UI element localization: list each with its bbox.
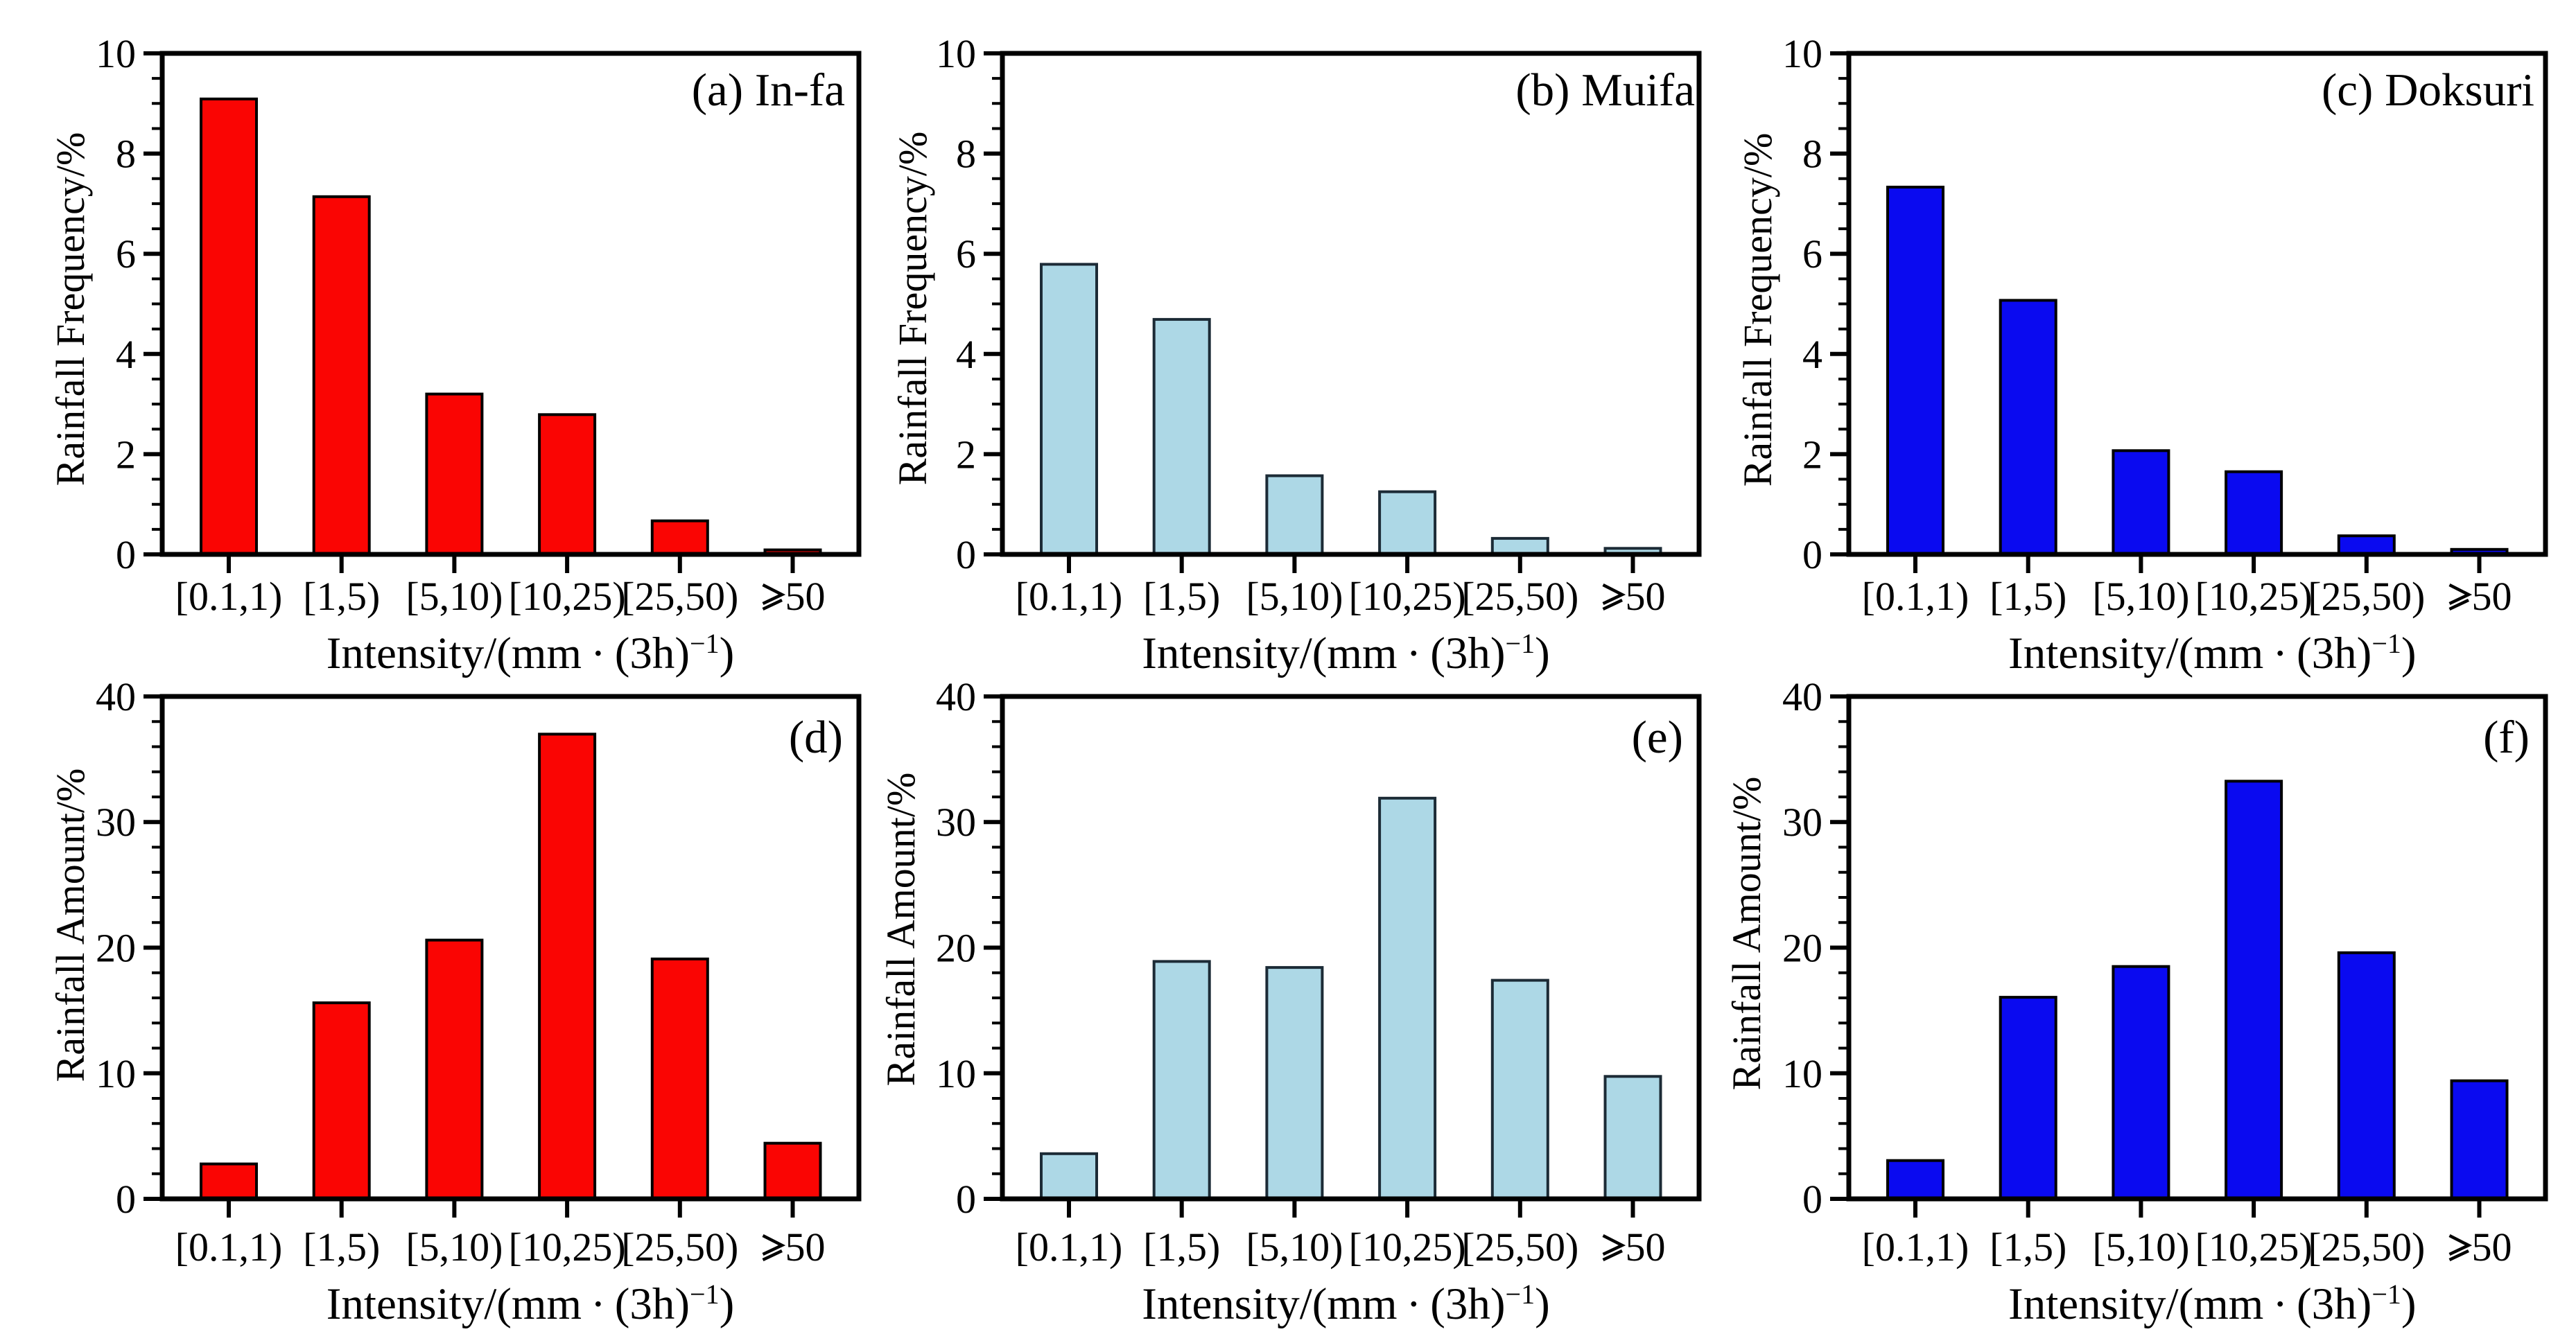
svg-text:[25,50): [25,50) [1461, 1224, 1578, 1270]
svg-text:50: 50 [1626, 1224, 1666, 1270]
svg-text:20: 20 [936, 926, 976, 971]
svg-text:0: 0 [956, 532, 976, 577]
svg-text:10: 10 [96, 31, 136, 76]
svg-text:Intensity/(mm · (3h)−1): Intensity/(mm · (3h)−1) [1142, 1279, 1549, 1329]
svg-text:6: 6 [956, 231, 976, 276]
svg-text:0: 0 [116, 1177, 136, 1222]
svg-text:0: 0 [956, 1177, 976, 1222]
svg-text:[25,50): [25,50) [621, 1224, 738, 1270]
svg-text:(d): (d) [789, 712, 843, 763]
svg-text:40: 40 [1782, 674, 1822, 719]
svg-text:(c) Doksuri: (c) Doksuri [2322, 64, 2534, 116]
svg-text:[5,10): [5,10) [1246, 1224, 1343, 1270]
svg-text:(e): (e) [1632, 712, 1683, 763]
svg-text:0: 0 [1802, 1177, 1822, 1222]
svg-text:[0.1,1): [0.1,1) [1862, 574, 1969, 619]
svg-text:Rainfall Amount/%: Rainfall Amount/% [878, 773, 923, 1087]
svg-text:[10,25): [10,25) [2195, 574, 2313, 619]
svg-text:10: 10 [1782, 31, 1822, 76]
svg-text:10: 10 [936, 1051, 976, 1096]
svg-text:[0.1,1): [0.1,1) [1016, 574, 1123, 619]
svg-text:40: 40 [96, 674, 136, 719]
svg-text:Rainfall Amount/%: Rainfall Amount/% [48, 769, 93, 1082]
svg-text:8: 8 [956, 132, 976, 177]
svg-text:[5,10): [5,10) [406, 1224, 503, 1270]
svg-text:[0.1,1): [0.1,1) [1016, 1224, 1123, 1270]
svg-text:[1,5): [1,5) [1143, 574, 1220, 619]
svg-text:(f): (f) [2483, 712, 2530, 763]
svg-text:Intensity/(mm · (3h)−1): Intensity/(mm · (3h)−1) [327, 628, 734, 678]
svg-text:[25,50): [25,50) [621, 574, 738, 619]
svg-text:Rainfall Frequency/%: Rainfall Frequency/% [48, 132, 93, 486]
svg-text:(b) Muifa: (b) Muifa [1515, 64, 1695, 116]
svg-text:[1,5): [1,5) [1990, 1224, 2066, 1270]
svg-text:50: 50 [785, 574, 826, 619]
svg-text:8: 8 [1802, 132, 1822, 177]
svg-text:[0.1,1): [0.1,1) [175, 1224, 283, 1270]
svg-text:Intensity/(mm · (3h)−1): Intensity/(mm · (3h)−1) [1142, 628, 1549, 678]
svg-text:[0.1,1): [0.1,1) [1862, 1224, 1969, 1270]
svg-text:Intensity/(mm · (3h)−1): Intensity/(mm · (3h)−1) [2008, 628, 2416, 678]
svg-text:0: 0 [116, 532, 136, 577]
svg-text:40: 40 [936, 674, 976, 719]
svg-text:50: 50 [2472, 1224, 2512, 1270]
svg-text:[0.1,1): [0.1,1) [175, 574, 283, 619]
svg-text:2: 2 [956, 432, 976, 477]
svg-text:[10,25): [10,25) [1349, 574, 1466, 619]
svg-text:10: 10 [96, 1051, 136, 1096]
svg-text:[1,5): [1,5) [303, 574, 380, 619]
svg-text:30: 30 [96, 800, 136, 845]
svg-text:[10,25): [10,25) [1349, 1224, 1466, 1270]
svg-text:0: 0 [1802, 532, 1822, 577]
svg-text:[10,25): [10,25) [509, 1224, 626, 1270]
svg-text:[25,50): [25,50) [1461, 574, 1578, 619]
svg-text:[5,10): [5,10) [1246, 574, 1343, 619]
svg-text:4: 4 [1802, 332, 1822, 377]
svg-text:[5,10): [5,10) [2092, 1224, 2189, 1270]
svg-text:8: 8 [116, 132, 136, 177]
svg-text:Intensity/(mm · (3h)−1): Intensity/(mm · (3h)−1) [327, 1279, 734, 1329]
svg-text:Intensity/(mm · (3h)−1): Intensity/(mm · (3h)−1) [2008, 1279, 2416, 1329]
svg-text:Rainfall Frequency/%: Rainfall Frequency/% [890, 132, 935, 486]
svg-text:20: 20 [1782, 926, 1822, 971]
svg-text:(a) In-fa: (a) In-fa [692, 64, 845, 116]
svg-text:2: 2 [1802, 432, 1822, 477]
svg-text:[25,50): [25,50) [2308, 574, 2425, 619]
svg-text:Rainfall Amount/%: Rainfall Amount/% [1724, 777, 1769, 1091]
svg-text:6: 6 [1802, 231, 1822, 276]
svg-text:[1,5): [1,5) [1990, 574, 2066, 619]
svg-text:[25,50): [25,50) [2308, 1224, 2425, 1270]
svg-text:30: 30 [936, 800, 976, 845]
svg-text:20: 20 [96, 926, 136, 971]
svg-text:50: 50 [785, 1224, 826, 1270]
svg-text:[10,25): [10,25) [509, 574, 626, 619]
svg-text:10: 10 [1782, 1051, 1822, 1096]
svg-text:6: 6 [116, 231, 136, 276]
svg-text:50: 50 [1626, 574, 1666, 619]
svg-text:[1,5): [1,5) [303, 1224, 380, 1270]
svg-text:[10,25): [10,25) [2195, 1224, 2313, 1270]
svg-text:4: 4 [116, 332, 136, 377]
svg-text:[1,5): [1,5) [1143, 1224, 1220, 1270]
svg-text:Rainfall Frequency/%: Rainfall Frequency/% [1735, 133, 1780, 487]
svg-text:4: 4 [956, 332, 976, 377]
svg-text:30: 30 [1782, 800, 1822, 845]
svg-text:2: 2 [116, 432, 136, 477]
svg-text:[5,10): [5,10) [406, 574, 503, 619]
svg-text:50: 50 [2472, 574, 2512, 619]
svg-text:[5,10): [5,10) [2092, 574, 2189, 619]
svg-text:10: 10 [936, 31, 976, 76]
